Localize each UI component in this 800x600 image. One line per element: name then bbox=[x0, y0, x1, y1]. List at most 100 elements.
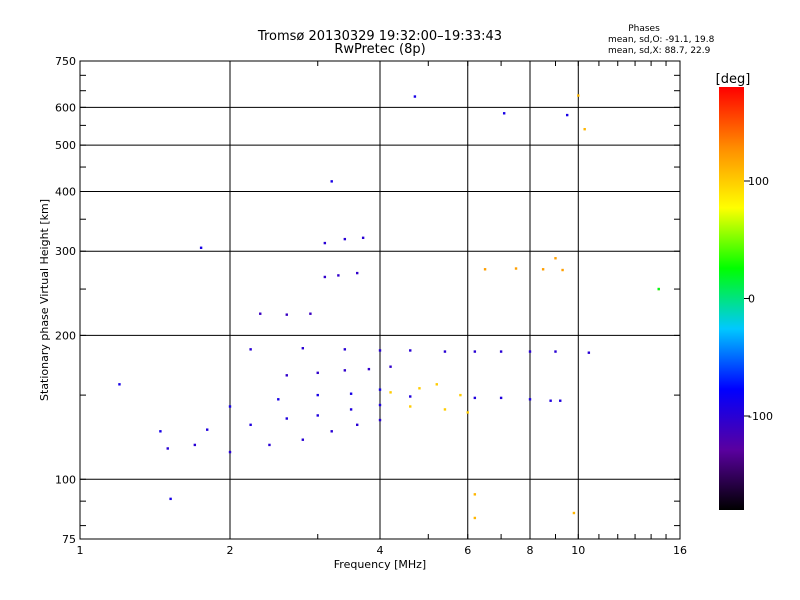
y-tick-label: 75 bbox=[62, 533, 76, 546]
data-point bbox=[459, 393, 462, 397]
chart-title: Tromsø 20130329 19:32:00–19:33:43 bbox=[257, 29, 502, 44]
data-point bbox=[301, 438, 305, 441]
data-point bbox=[367, 367, 371, 371]
data-point bbox=[409, 395, 412, 398]
data-point bbox=[277, 398, 280, 401]
x-tick-label: 1 bbox=[77, 544, 84, 557]
data-point bbox=[249, 423, 252, 427]
data-point bbox=[378, 403, 382, 407]
x-tick-label: 4 bbox=[377, 544, 384, 557]
data-point bbox=[499, 350, 503, 353]
data-point bbox=[159, 430, 162, 433]
x-tick-label: 6 bbox=[464, 544, 471, 557]
data-point bbox=[577, 94, 580, 97]
x-axis-label: Frequency [MHz] bbox=[334, 558, 426, 571]
data-point bbox=[378, 349, 382, 352]
data-point bbox=[205, 428, 209, 431]
data-point bbox=[473, 396, 477, 400]
data-point bbox=[389, 365, 392, 368]
data-point bbox=[657, 287, 660, 291]
x-tick-label: 10 bbox=[571, 544, 585, 557]
data-point bbox=[228, 450, 232, 454]
data-point bbox=[323, 241, 327, 245]
y-tick-label: 400 bbox=[55, 185, 76, 198]
data-point bbox=[228, 405, 232, 408]
data-point bbox=[528, 398, 532, 401]
y-tick-label: 750 bbox=[55, 55, 76, 68]
data-point bbox=[528, 350, 532, 353]
data-point bbox=[166, 447, 169, 450]
data-point bbox=[343, 237, 347, 241]
data-point bbox=[259, 312, 262, 315]
data-point bbox=[541, 268, 545, 271]
data-point bbox=[559, 399, 562, 402]
data-point bbox=[316, 371, 319, 375]
data-point bbox=[514, 267, 518, 270]
data-point bbox=[355, 271, 359, 275]
stats-heading: Phases bbox=[628, 24, 660, 34]
data-point bbox=[389, 391, 392, 394]
data-point bbox=[466, 411, 469, 414]
axis-ticks: 1 2 4 6 8 10 16 75 100 200 300 400 500 600 750 bbox=[55, 55, 687, 557]
data-points bbox=[118, 94, 660, 520]
data-point bbox=[572, 511, 576, 515]
chart-subtitle: RwPretec (8p) bbox=[334, 42, 425, 57]
data-point bbox=[323, 275, 327, 279]
data-point bbox=[413, 95, 417, 98]
data-point bbox=[309, 312, 312, 315]
data-point bbox=[285, 374, 288, 377]
data-point bbox=[473, 493, 477, 496]
x-tick-label: 2 bbox=[227, 544, 234, 557]
data-point bbox=[435, 383, 438, 386]
data-point bbox=[316, 393, 319, 397]
data-point bbox=[587, 351, 591, 354]
y-tick-label: 100 bbox=[55, 473, 76, 486]
data-point bbox=[443, 408, 447, 411]
data-point bbox=[502, 112, 506, 115]
colorbar-tick-label: 0 bbox=[748, 293, 755, 306]
data-point bbox=[343, 369, 347, 372]
y-axis-label: Stationary phase Virtual Height [km] bbox=[38, 199, 51, 401]
colorbar-tick-label: 100 bbox=[748, 175, 769, 188]
data-point bbox=[301, 347, 305, 350]
data-point bbox=[378, 418, 382, 422]
stats-line-o: mean, sd,O: -91.1, 19.8 bbox=[608, 35, 715, 45]
data-point bbox=[355, 423, 359, 427]
data-point bbox=[337, 274, 340, 277]
data-point bbox=[561, 268, 564, 272]
data-point bbox=[565, 113, 569, 117]
colorbar-tick-label: -100 bbox=[748, 410, 773, 423]
data-point bbox=[330, 180, 333, 183]
data-point bbox=[285, 313, 288, 316]
data-point bbox=[409, 349, 412, 352]
stats-line-x: mean, sd,X: 88.7, 22.9 bbox=[608, 46, 711, 56]
data-point bbox=[554, 350, 557, 353]
y-tick-label: 500 bbox=[55, 139, 76, 152]
colorbar-label: [deg] bbox=[716, 72, 751, 87]
data-point bbox=[549, 399, 552, 402]
data-point bbox=[285, 417, 288, 420]
data-point bbox=[499, 396, 503, 400]
data-point bbox=[554, 257, 557, 260]
data-point bbox=[473, 516, 477, 520]
data-point bbox=[583, 127, 586, 131]
data-point bbox=[418, 387, 421, 390]
data-point bbox=[361, 236, 365, 240]
data-point bbox=[169, 497, 172, 501]
colorbar bbox=[719, 87, 744, 510]
data-point bbox=[378, 388, 382, 391]
colorbar-ticks: 100 0 -100 bbox=[744, 175, 773, 423]
data-point bbox=[193, 443, 197, 447]
data-point bbox=[330, 430, 333, 433]
data-point bbox=[268, 443, 271, 447]
x-tick-label: 16 bbox=[673, 544, 687, 557]
data-point bbox=[199, 246, 203, 249]
grid-lines bbox=[80, 61, 680, 539]
y-tick-label: 300 bbox=[55, 245, 76, 258]
data-point bbox=[409, 405, 412, 408]
x-tick-label: 8 bbox=[527, 544, 534, 557]
data-point bbox=[249, 348, 252, 351]
data-point bbox=[316, 414, 319, 417]
data-point bbox=[473, 350, 477, 353]
